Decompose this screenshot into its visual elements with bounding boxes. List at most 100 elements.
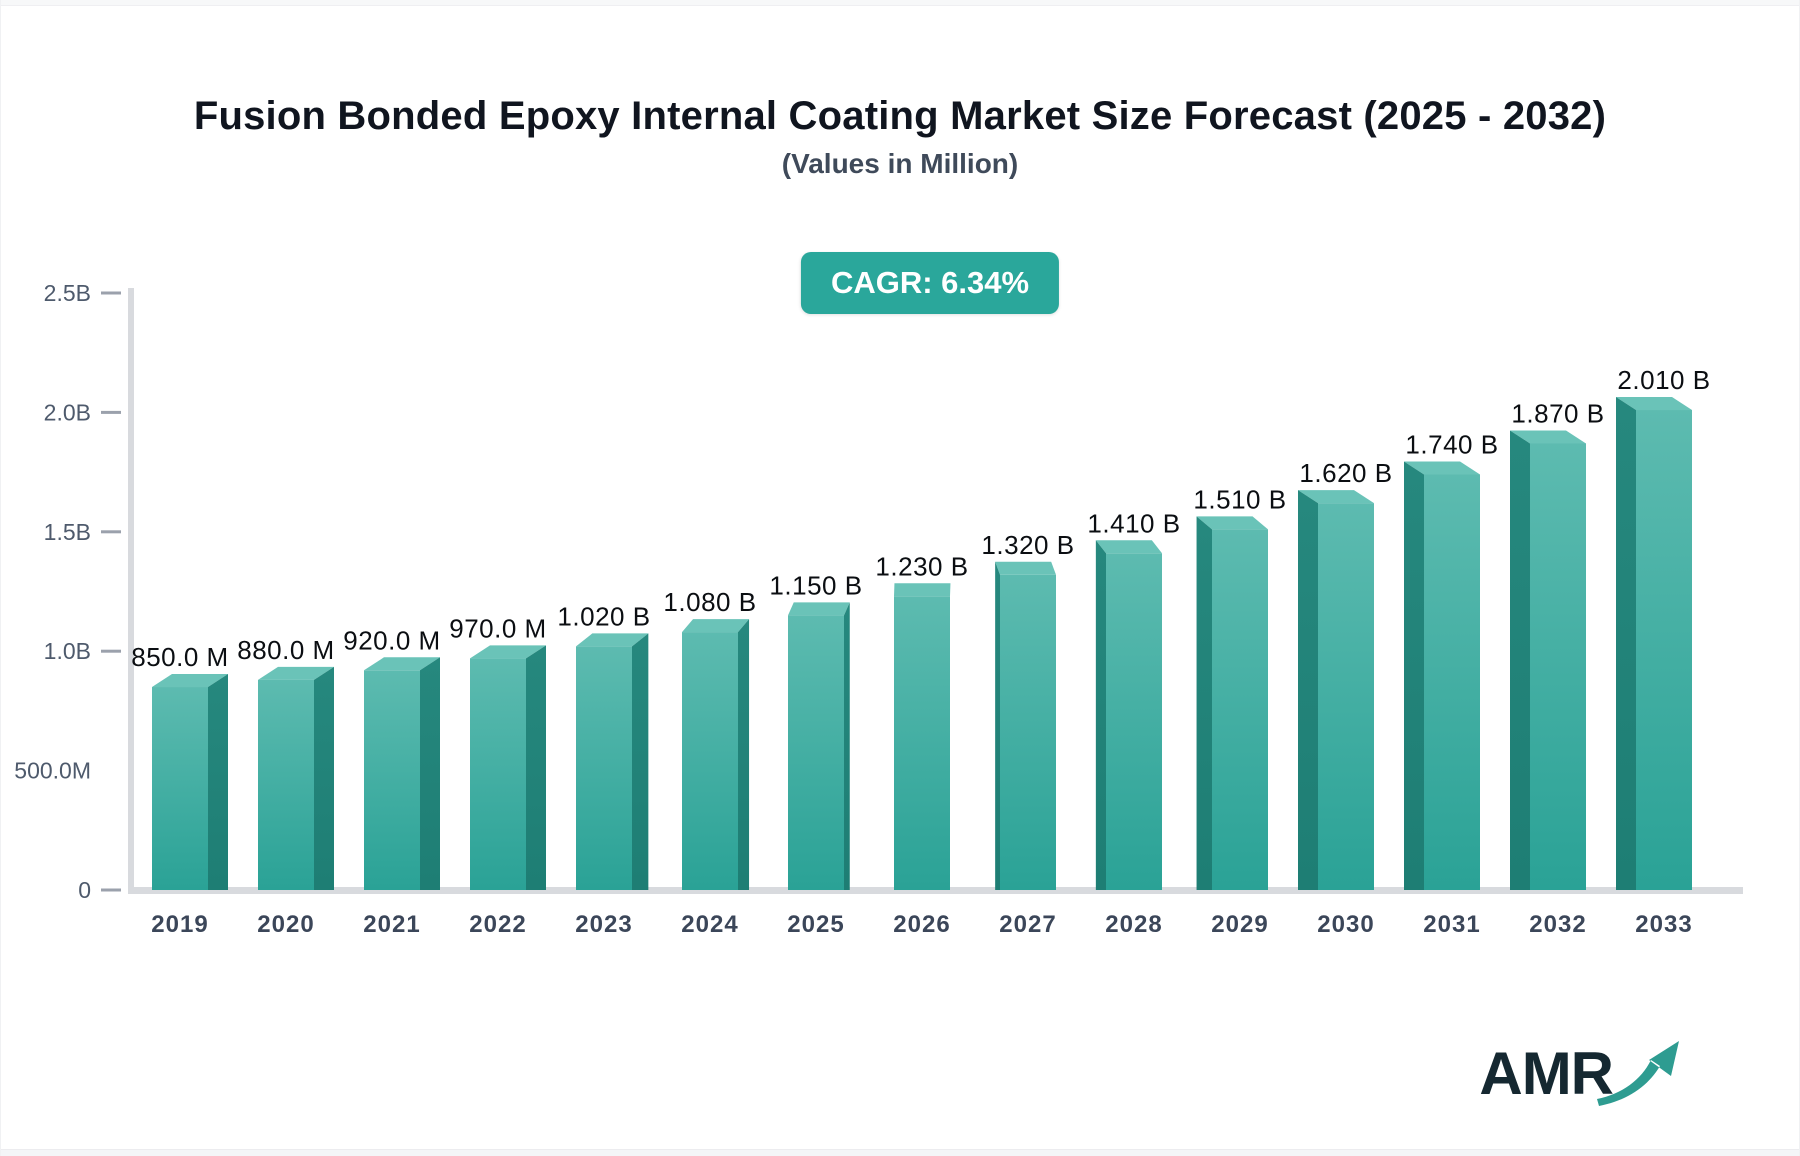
bar-side-face xyxy=(995,561,1000,890)
cagr-badge: CAGR: 6.34% xyxy=(800,252,1060,314)
x-axis-label: 2023 xyxy=(575,911,632,938)
bar-side-face xyxy=(420,657,440,890)
y-tick-label: 2.5B xyxy=(44,280,91,306)
bar-top-face xyxy=(470,645,546,659)
bar-value-label: 1.230 B xyxy=(875,551,968,581)
bar-2029[interactable]: 1.510 B 2029 xyxy=(1193,484,1286,938)
bar-value-label: 1.510 B xyxy=(1193,484,1286,514)
bar-front-face xyxy=(1000,574,1056,890)
amr-logo: AMR xyxy=(1479,1038,1681,1107)
bar-2022[interactable]: 970.0 M 2022 xyxy=(449,613,546,938)
bar-side-face xyxy=(1510,430,1530,890)
chart-subtitle: (Values in Million) xyxy=(781,148,1019,179)
x-axis-label: 2030 xyxy=(1317,911,1374,938)
bar-side-face xyxy=(1196,516,1212,890)
bar-front-face xyxy=(1212,529,1268,890)
bar-value-label: 920.0 M xyxy=(343,625,440,655)
x-axis-label: 2026 xyxy=(893,911,950,938)
bar-value-label: 1.620 B xyxy=(1299,458,1392,488)
bar-top-face xyxy=(152,674,228,688)
y-tick xyxy=(101,649,121,653)
bar-value-label: 2.010 B xyxy=(1617,365,1710,395)
x-axis-label: 2020 xyxy=(257,911,314,938)
bar-2025[interactable]: 1.150 B 2025 xyxy=(769,570,862,938)
bar-side-face xyxy=(738,619,750,890)
bar-front-face xyxy=(364,670,420,890)
bar-2021[interactable]: 920.0 M 2021 xyxy=(343,625,440,938)
bar-front-face xyxy=(788,615,844,890)
bar-top-face xyxy=(682,619,750,633)
x-axis-label: 2032 xyxy=(1529,911,1586,938)
page-top-border xyxy=(1,0,1799,6)
y-tick-label: 500.0M xyxy=(14,758,91,784)
y-tick xyxy=(101,410,121,414)
bar-front-face xyxy=(1636,410,1692,890)
bar-front-face xyxy=(258,679,314,890)
bar-2019[interactable]: 850.0 M 2019 xyxy=(131,642,228,938)
bar-value-label: 1.870 B xyxy=(1511,398,1604,428)
bar-side-face xyxy=(632,633,649,890)
bar-value-label: 970.0 M xyxy=(449,613,546,643)
y-tick-label: 0 xyxy=(78,877,91,903)
bar-front-face xyxy=(1106,553,1162,890)
bar-side-face xyxy=(208,674,228,890)
bar-2031[interactable]: 1.740 B 2031 xyxy=(1404,429,1499,938)
bar-2020[interactable]: 880.0 M 2020 xyxy=(237,635,334,938)
bar-2024[interactable]: 1.080 B 2024 xyxy=(663,587,756,938)
bar-front-face xyxy=(1318,503,1374,890)
bar-2033[interactable]: 2.010 B 2033 xyxy=(1616,365,1711,938)
bar-top-face xyxy=(258,666,334,680)
x-axis-label: 2024 xyxy=(681,911,738,938)
bar-side-face xyxy=(844,602,850,890)
bar-side-face xyxy=(314,666,334,890)
bar-top-face xyxy=(894,583,951,597)
bar-top-face xyxy=(1298,490,1374,504)
bar-top-face xyxy=(576,633,649,647)
bar-side-face xyxy=(1298,490,1318,890)
growth-arrow-icon xyxy=(1597,1041,1679,1106)
bar-top-face xyxy=(364,657,440,671)
bar-top-face xyxy=(1404,461,1480,475)
x-axis-label: 2027 xyxy=(999,911,1056,938)
bar-value-label: 1.150 B xyxy=(769,570,862,600)
x-axis-label: 2025 xyxy=(787,911,844,938)
bar-front-face xyxy=(682,632,738,890)
bar-2023[interactable]: 1.020 B 2023 xyxy=(557,601,650,938)
bar-front-face xyxy=(152,687,208,890)
y-tick xyxy=(101,888,121,892)
x-axis-label: 2031 xyxy=(1423,911,1480,938)
bar-side-face xyxy=(526,645,546,890)
x-axis-label: 2022 xyxy=(469,911,526,938)
bar-value-label: 1.020 B xyxy=(557,601,650,631)
bar-value-label: 1.410 B xyxy=(1087,508,1180,538)
bar-value-label: 880.0 M xyxy=(237,635,334,665)
amr-logo-text: AMR xyxy=(1479,1040,1614,1107)
bar-front-face xyxy=(576,646,632,890)
y-tick xyxy=(101,530,121,534)
page-bottom-border xyxy=(1,1149,1799,1156)
bar-2032[interactable]: 1.870 B 2032 xyxy=(1510,398,1605,938)
y-tick-label: 2.0B xyxy=(44,399,91,425)
bar-2026[interactable]: 1.230 B 2026 xyxy=(875,551,968,938)
bar-top-face xyxy=(1510,430,1586,444)
bar-2027[interactable]: 1.320 B 2027 xyxy=(981,530,1074,938)
bar-2028[interactable]: 1.410 B 2028 xyxy=(1087,508,1180,938)
y-axis-line xyxy=(128,288,134,890)
bar-side-face xyxy=(1404,461,1424,890)
bar-2030[interactable]: 1.620 B 2030 xyxy=(1298,458,1393,938)
x-axis-label: 2028 xyxy=(1105,911,1162,938)
bar-front-face xyxy=(894,596,950,890)
bar-value-label: 850.0 M xyxy=(131,642,228,672)
bar-top-face xyxy=(1616,397,1692,411)
bar-value-label: 1.080 B xyxy=(663,587,756,617)
bar-top-face xyxy=(788,602,850,616)
x-axis-line xyxy=(128,887,1743,894)
x-axis-label: 2029 xyxy=(1211,911,1268,938)
y-tick-label: 1.5B xyxy=(44,519,91,545)
bar-front-face xyxy=(1424,474,1480,890)
x-axis-label: 2033 xyxy=(1635,911,1692,938)
bar-value-label: 1.320 B xyxy=(981,530,1074,560)
bar-side-face xyxy=(1095,540,1106,890)
x-axis-label: 2019 xyxy=(151,911,208,938)
